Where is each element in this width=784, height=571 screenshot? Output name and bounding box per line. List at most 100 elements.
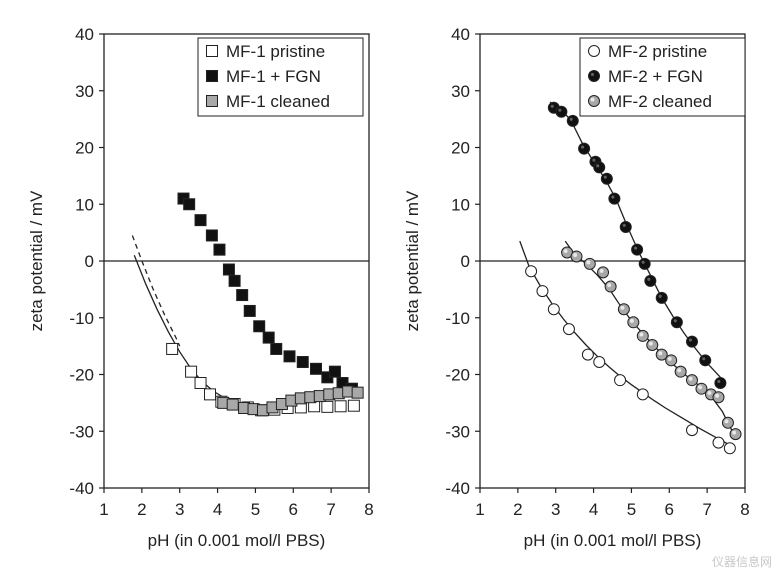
legend-box bbox=[197, 37, 364, 117]
series-mf-1-cleaned bbox=[217, 385, 364, 417]
trendline bbox=[564, 240, 737, 438]
data-point bbox=[228, 274, 241, 287]
y-axis-title: zeta potential / mV bbox=[27, 190, 46, 331]
marker-highlight bbox=[599, 268, 604, 273]
data-point bbox=[185, 365, 198, 378]
data-point bbox=[334, 400, 347, 413]
marker-highlight bbox=[715, 393, 720, 398]
data-point bbox=[183, 198, 196, 211]
y-tick-label: -20 bbox=[445, 366, 470, 385]
marker-highlight bbox=[616, 376, 621, 381]
data-point bbox=[166, 342, 179, 355]
y-tick-label: -40 bbox=[69, 479, 94, 498]
data-point bbox=[600, 172, 613, 185]
data-point bbox=[236, 289, 249, 302]
marker-highlight bbox=[565, 325, 570, 330]
legend-label: MF-2 pristine bbox=[608, 42, 707, 61]
y-tick-label: 0 bbox=[461, 252, 470, 271]
data-point bbox=[525, 265, 538, 278]
data-point bbox=[547, 303, 560, 316]
data-point bbox=[627, 316, 640, 329]
y-tick-label: -10 bbox=[69, 309, 94, 328]
marker-highlight bbox=[558, 108, 562, 112]
data-point bbox=[714, 377, 727, 390]
data-point bbox=[608, 192, 621, 205]
data-point bbox=[614, 374, 627, 387]
y-tick-label: 30 bbox=[451, 82, 470, 101]
trendline bbox=[549, 101, 721, 378]
x-tick-label: 6 bbox=[665, 500, 674, 519]
watermark-text: 仪器信息网 bbox=[712, 554, 772, 569]
data-point bbox=[712, 391, 725, 404]
marker-highlight bbox=[569, 117, 573, 121]
chart-mf1: -40 -30 -20 -10 0 10 20 30 40 1 2 3 4 5 6 7 8 pH (in 0.00… bbox=[27, 25, 374, 550]
x-tick-label: 7 bbox=[702, 500, 711, 519]
y-tick-label: 40 bbox=[451, 25, 470, 44]
marker-highlight bbox=[581, 145, 585, 149]
data-point bbox=[617, 303, 630, 316]
x-tick-label: 1 bbox=[99, 500, 108, 519]
marker-highlight bbox=[573, 253, 578, 258]
marker-highlight bbox=[639, 332, 644, 337]
legend-marker bbox=[206, 45, 218, 57]
marker-highlight bbox=[590, 97, 595, 102]
data-point bbox=[636, 329, 649, 342]
marker-highlight bbox=[590, 47, 595, 52]
data-point bbox=[243, 304, 256, 317]
marker-highlight bbox=[586, 260, 591, 265]
legend-label: MF-2 cleaned bbox=[608, 92, 712, 111]
x-tick-label: 2 bbox=[137, 500, 146, 519]
legend-label: MF-1 + FGN bbox=[226, 67, 321, 86]
x-tick-label: 3 bbox=[551, 500, 560, 519]
marker-highlight bbox=[715, 439, 720, 444]
marker-highlight bbox=[563, 249, 568, 254]
data-point bbox=[723, 442, 736, 455]
data-point bbox=[644, 274, 657, 287]
data-point bbox=[321, 400, 334, 413]
marker-highlight bbox=[688, 376, 693, 381]
marker-highlight bbox=[550, 305, 555, 310]
marker-highlight bbox=[596, 164, 600, 168]
x-tick-label: 3 bbox=[175, 500, 184, 519]
x-tick-label: 8 bbox=[364, 500, 373, 519]
data-point bbox=[296, 356, 309, 369]
marker-highlight bbox=[677, 368, 682, 373]
legend-marker bbox=[206, 70, 218, 82]
x-tick-label: 5 bbox=[251, 500, 260, 519]
marker-highlight bbox=[707, 390, 712, 395]
legend-marker bbox=[588, 70, 600, 82]
data-point bbox=[283, 350, 296, 363]
marker-highlight bbox=[658, 294, 662, 298]
data-point bbox=[351, 386, 364, 399]
x-tick-label: 4 bbox=[589, 500, 598, 519]
marker-highlight bbox=[550, 104, 554, 108]
marker-highlight bbox=[702, 357, 706, 361]
data-point bbox=[566, 114, 579, 127]
data-point bbox=[213, 243, 226, 256]
data-point bbox=[674, 365, 687, 378]
marker-highlight bbox=[622, 223, 626, 227]
marker-highlight bbox=[607, 283, 612, 288]
data-point bbox=[712, 436, 725, 449]
data-point bbox=[270, 342, 283, 355]
marker-highlight bbox=[658, 351, 663, 356]
x-tick-label: 6 bbox=[289, 500, 298, 519]
marker-highlight bbox=[611, 195, 615, 199]
marker-highlight bbox=[667, 356, 672, 361]
chart-mf2: -40 -30 -20 -10 0 10 20 30 40 1 2 3 4 5 6 7 8 pH (in 0.00… bbox=[403, 25, 750, 550]
data-point bbox=[253, 320, 266, 333]
marker-highlight bbox=[673, 319, 677, 323]
marker-highlight bbox=[724, 419, 729, 424]
data-point bbox=[581, 348, 594, 361]
y-tick-label: -20 bbox=[69, 366, 94, 385]
data-point bbox=[655, 291, 668, 304]
marker-highlight bbox=[726, 444, 731, 449]
data-point bbox=[578, 142, 591, 155]
y-tick-label: 10 bbox=[451, 195, 470, 214]
data-point bbox=[262, 331, 275, 344]
y-tick-label: -10 bbox=[445, 309, 470, 328]
x-tick-label: 5 bbox=[627, 500, 636, 519]
y-axis-title: zeta potential / mV bbox=[403, 190, 422, 331]
data-point bbox=[729, 428, 742, 441]
